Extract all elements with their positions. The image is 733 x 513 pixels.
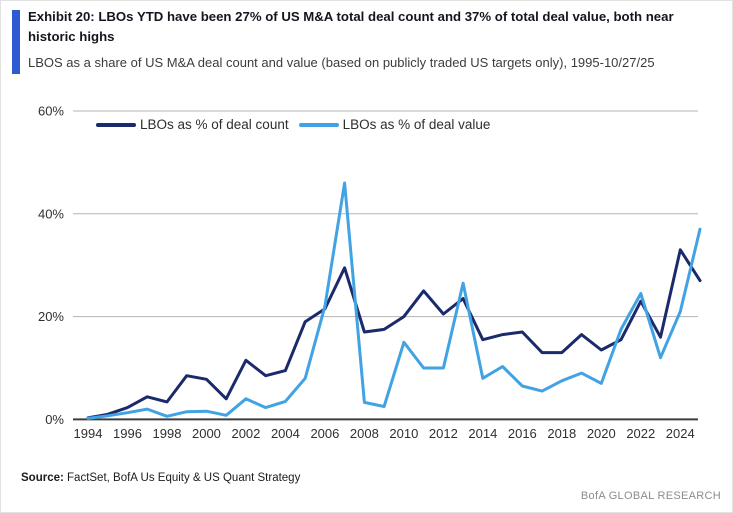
svg-text:1996: 1996: [113, 426, 142, 441]
svg-text:2016: 2016: [508, 426, 537, 441]
svg-text:2008: 2008: [350, 426, 379, 441]
chart-legend: LBOs as % of deal count LBOs as % of dea…: [96, 117, 490, 132]
svg-text:2000: 2000: [192, 426, 221, 441]
svg-text:40%: 40%: [38, 206, 64, 221]
svg-text:2002: 2002: [231, 426, 260, 441]
svg-text:0%: 0%: [45, 412, 64, 427]
svg-text:2004: 2004: [271, 426, 300, 441]
svg-text:2012: 2012: [429, 426, 458, 441]
brand-text: BofA GLOBAL RESEARCH: [580, 490, 721, 502]
deal-count-line-icon: [96, 122, 136, 127]
svg-text:2006: 2006: [310, 426, 339, 441]
legend-item-deal-value: LBOs as % of deal value: [298, 117, 491, 132]
svg-text:20%: 20%: [38, 309, 64, 324]
svg-text:2022: 2022: [626, 426, 655, 441]
exhibit-title: Exhibit 20: LBOs YTD have been 27% of US…: [28, 9, 674, 44]
svg-text:2024: 2024: [666, 426, 695, 441]
source-label: Source:: [21, 472, 64, 484]
source-line: Source: FactSet, BofA Us Equity & US Qua…: [21, 472, 300, 484]
svg-text:1998: 1998: [153, 426, 182, 441]
svg-text:2014: 2014: [468, 426, 497, 441]
legend-label-deal-value: LBOs as % of deal value: [342, 117, 491, 132]
deal-value-line-icon: [298, 122, 339, 127]
exhibit-subtitle: LBOS as a share of US M&A deal count and…: [28, 55, 655, 70]
source-text: FactSet, BofA Us Equity & US Quant Strat…: [63, 472, 301, 484]
legend-label-deal-count: LBOs as % of deal count: [140, 117, 289, 132]
legend-item-deal-count: LBOs as % of deal count: [96, 117, 289, 132]
svg-text:2010: 2010: [389, 426, 418, 441]
svg-text:1994: 1994: [74, 426, 103, 441]
svg-text:2020: 2020: [587, 426, 616, 441]
svg-text:2018: 2018: [547, 426, 576, 441]
exhibit-accent-bar: [12, 10, 20, 74]
svg-text:60%: 60%: [38, 104, 64, 119]
